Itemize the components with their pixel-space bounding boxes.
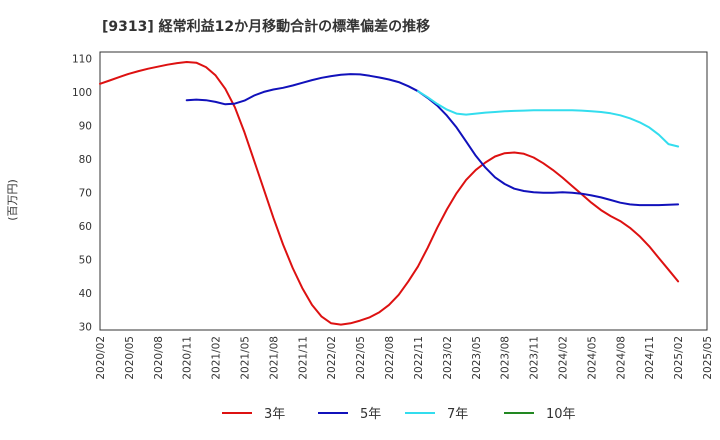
x-tick-label: 2020/11: [182, 336, 194, 380]
x-tick-label: 2022/02: [326, 336, 338, 380]
y-tick-label: 70: [79, 188, 92, 200]
y-tick-label: 90: [79, 121, 92, 133]
plot-area: [99, 51, 708, 331]
legend-label-3年: 3年: [264, 407, 285, 422]
chart-title: [9313] 経常利益12か月移動合計の標準偏差の推移: [102, 18, 430, 35]
x-tick-label: 2021/05: [240, 336, 252, 380]
series-lines: [99, 61, 680, 326]
x-tick-label: 2022/11: [413, 336, 425, 380]
x-tick-label: 2024/02: [557, 336, 569, 380]
x-tick-label: 2024/11: [644, 336, 656, 380]
x-tick-label: 2021/11: [297, 336, 309, 380]
legend: 3年 5年 7年 10年: [222, 407, 576, 422]
x-tick-label: 2020/05: [124, 336, 136, 380]
x-tick-label: 2023/11: [529, 336, 541, 380]
x-tick-label: 2020/08: [153, 336, 165, 380]
series-line-7年: [417, 90, 680, 148]
x-tick-label: 2024/05: [586, 336, 598, 380]
x-tick-label: 2022/08: [384, 336, 396, 380]
x-tick-label: 2020/02: [95, 336, 107, 380]
legend-label-10年: 10年: [546, 407, 576, 422]
y-tick-label: 110: [72, 54, 92, 66]
x-tick-label: 2022/05: [355, 336, 367, 380]
x-tick-label: 2025/05: [702, 336, 714, 380]
legend-label-5年: 5年: [360, 407, 381, 422]
x-tick-label: 2021/08: [268, 336, 280, 380]
x-tick-label: 2023/08: [500, 336, 512, 380]
x-tick-label: 2021/02: [211, 336, 223, 380]
y-tick-label: 60: [79, 221, 92, 233]
y-tick-label: 100: [72, 87, 92, 99]
y-tick-label: 30: [79, 322, 92, 334]
x-tick-label: 2023/05: [471, 336, 483, 380]
y-tick-label: 40: [79, 288, 92, 300]
legend-label-7年: 7年: [447, 407, 468, 422]
y-axis-label: (百万円): [6, 179, 19, 221]
axes: 30 40 50 60 70 80 90 100 110 2020/02 2020/05 2020/0…: [72, 51, 714, 380]
x-tick-label: 2025/02: [673, 336, 685, 380]
x-tick-label: 2024/08: [615, 336, 627, 380]
y-tick-label: 80: [79, 154, 92, 166]
x-tick-label: 2023/02: [442, 336, 454, 380]
y-tick-label: 50: [79, 255, 92, 267]
